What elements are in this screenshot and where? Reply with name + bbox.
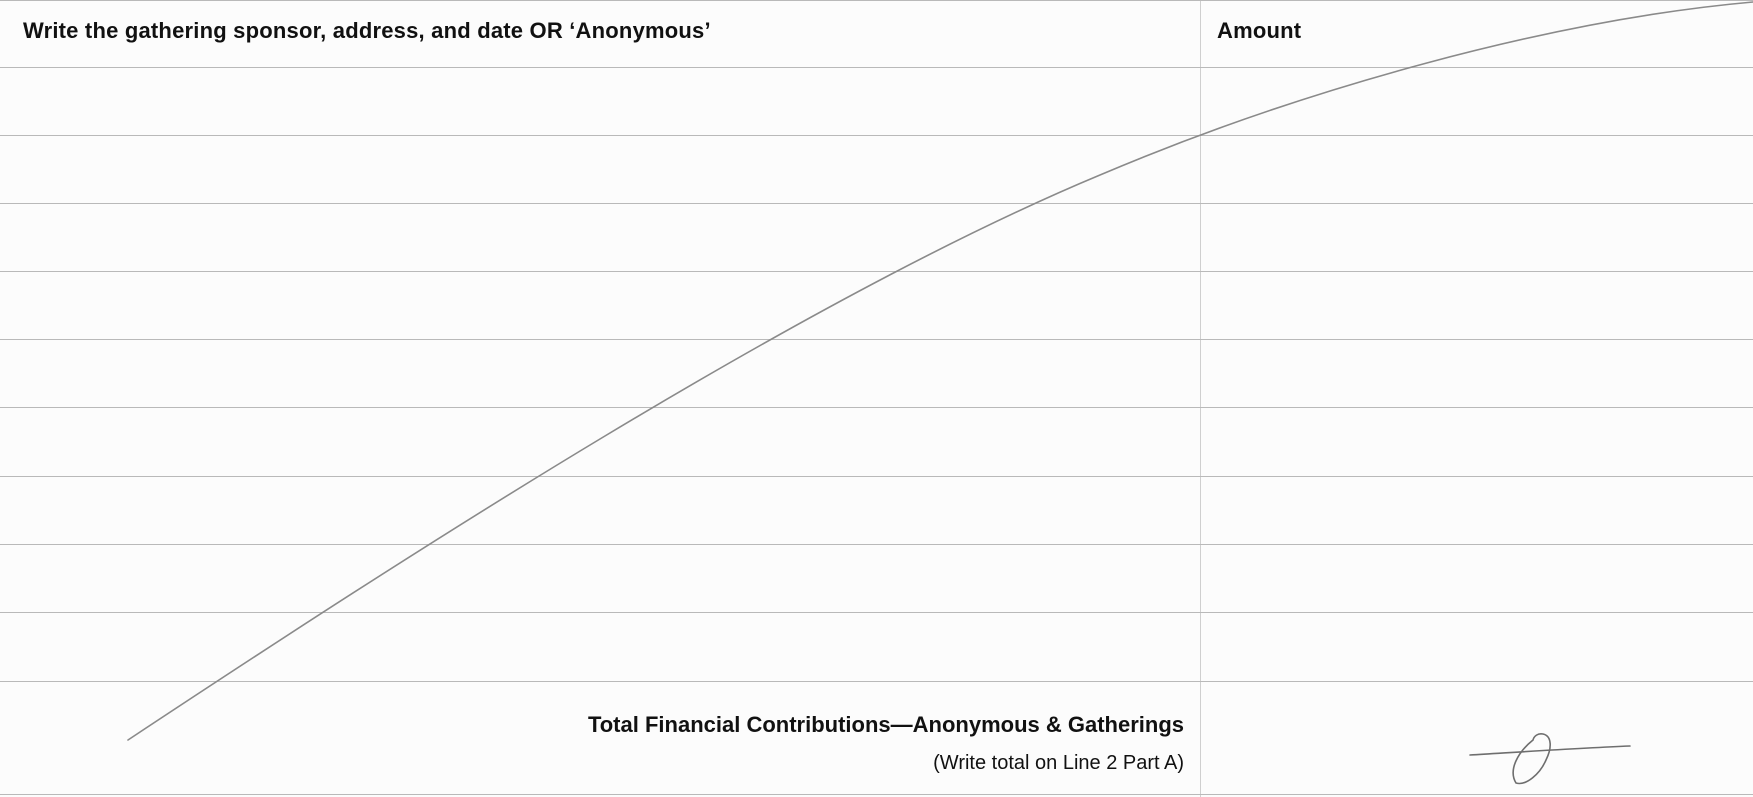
header-rule <box>0 67 1753 68</box>
entry-row-line[interactable] <box>0 407 1753 408</box>
column-divider <box>1200 0 1201 797</box>
total-instruction-note: (Write total on Line 2 Part A) <box>933 752 1184 774</box>
entry-row-line[interactable] <box>0 203 1753 204</box>
diagonal-strike-line <box>127 1 1753 741</box>
entry-row-line[interactable] <box>0 135 1753 136</box>
zero-slash-mark <box>1469 733 1631 785</box>
bottom-rule <box>0 794 1753 795</box>
top-border <box>0 0 1753 1</box>
entry-row-line[interactable] <box>0 339 1753 340</box>
entry-row-line[interactable] <box>0 476 1753 477</box>
amount-column-header: Amount <box>1217 18 1302 43</box>
entry-row-line[interactable] <box>0 612 1753 613</box>
total-contributions-label: Total Financial Contributions—Anonymous … <box>587 712 1184 737</box>
entry-row-line[interactable] <box>0 681 1753 682</box>
description-column-header: Write the gathering sponsor, address, an… <box>23 18 711 43</box>
entry-row-line[interactable] <box>0 271 1753 272</box>
entry-row-line[interactable] <box>0 544 1753 545</box>
